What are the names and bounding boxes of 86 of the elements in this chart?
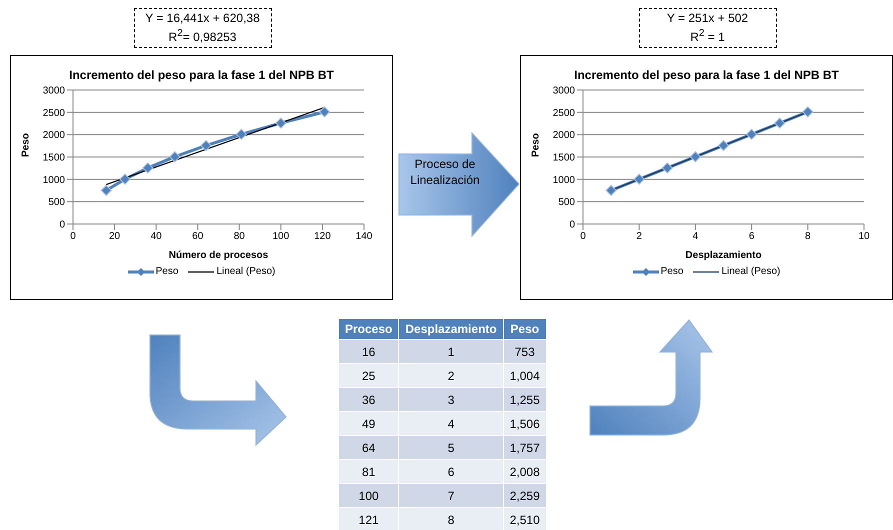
category-label: 36	[338, 388, 399, 412]
data-label: 1	[398, 340, 504, 364]
y-tick-label: 2500	[42, 108, 66, 119]
data-label: 2,510	[503, 508, 546, 530]
y-tick-label: 1500	[42, 152, 66, 164]
y-tick-label: 2000	[552, 130, 576, 142]
y-tick-label: 2500	[552, 108, 576, 119]
data-label: 1,255	[503, 388, 546, 412]
data-label: 2,008	[503, 460, 546, 484]
point	[802, 106, 814, 118]
data-label: 1,004	[503, 364, 546, 388]
x-tick-label: 120	[314, 231, 332, 242]
data-label: 6	[398, 460, 504, 484]
y-tick-label: 3000	[42, 86, 66, 97]
point	[662, 162, 673, 174]
category-label: 64	[338, 436, 399, 460]
x-tick-label: 80	[234, 231, 246, 242]
point	[169, 151, 180, 162]
category-label: 121	[338, 508, 399, 530]
x-axis-title: Desplazamiento	[685, 250, 762, 261]
point	[634, 174, 645, 185]
category-label: 81	[338, 460, 399, 484]
x-tick-label: 100	[272, 231, 290, 242]
x-tick-label: 20	[109, 231, 121, 242]
text: Y = 251x + 502	[666, 11, 750, 26]
series-label: Peso	[503, 318, 546, 340]
y-tick-label: 500	[558, 197, 576, 208]
y-tick-label: 1000	[42, 174, 66, 186]
x-tick-label: 2	[636, 231, 642, 242]
data-label: 1,757	[503, 436, 546, 460]
y-tick-label: 500	[48, 197, 66, 208]
x-axis-title: Número de procesos	[168, 250, 269, 261]
point	[774, 118, 786, 129]
y-tick-label: 2000	[42, 130, 66, 142]
point	[100, 184, 112, 196]
category-label: 49	[338, 412, 399, 436]
legend-label: Peso	[154, 266, 178, 277]
x-tick-label: 6	[748, 231, 755, 242]
text: R$^{2}$ = 1	[689, 27, 726, 45]
x-tick-label: 10	[858, 231, 870, 242]
y-axis-title: Peso	[20, 133, 32, 157]
x-tick-label: 60	[192, 231, 204, 242]
category-label: 16	[338, 340, 399, 364]
point	[606, 184, 617, 196]
data-label: 3	[398, 388, 504, 412]
chart-title: Incremento del peso para la fase 1 del NPB BT	[68, 68, 335, 82]
point	[746, 128, 758, 140]
data-label: 753	[503, 340, 546, 364]
data-label: 4	[398, 412, 504, 436]
chart-title: Incremento del peso para la fase 1 del NPB BT	[573, 68, 840, 82]
point	[275, 118, 286, 129]
point	[236, 128, 247, 140]
data-label: 1,506	[503, 412, 546, 436]
text: Y = 16,441x + 620,38	[144, 11, 261, 26]
x-tick-label: 0	[70, 231, 76, 242]
point	[142, 162, 154, 174]
legend-label: Lineal (Peso)	[720, 266, 780, 277]
point	[319, 106, 330, 118]
point	[119, 174, 130, 185]
data-label: 8	[398, 508, 504, 530]
text: R$^{2}$= 0,98253	[168, 27, 238, 45]
data-label: 2	[398, 364, 504, 388]
y-tick-label: 1500	[552, 152, 576, 164]
category-label: 25	[338, 364, 399, 388]
point	[718, 140, 729, 152]
x-tick-label: 8	[805, 231, 812, 242]
y-tick-label: 0	[569, 220, 576, 231]
y-tick-label: 0	[59, 220, 66, 231]
y-axis-title: Peso	[530, 133, 542, 157]
x-tick-label: 40	[150, 231, 162, 242]
legend-label: Lineal (Peso)	[215, 266, 276, 277]
x-tick-label: 140	[356, 231, 373, 242]
series-label: Desplazamiento	[398, 318, 504, 340]
x-tick-label: 4	[692, 231, 699, 242]
legend-label: Peso	[660, 266, 684, 277]
data-label: 2,259	[503, 484, 546, 508]
text: Proceso de Linealización	[409, 156, 481, 188]
data-label: 7	[398, 484, 504, 508]
category-label: 100	[338, 484, 399, 508]
point	[200, 140, 212, 152]
x-tick-label: 0	[580, 231, 586, 242]
y-tick-label: 1000	[552, 174, 576, 186]
y-tick-label: 3000	[552, 86, 576, 97]
text: Proceso	[338, 318, 399, 340]
point	[690, 151, 701, 162]
data-label: 5	[398, 436, 504, 460]
